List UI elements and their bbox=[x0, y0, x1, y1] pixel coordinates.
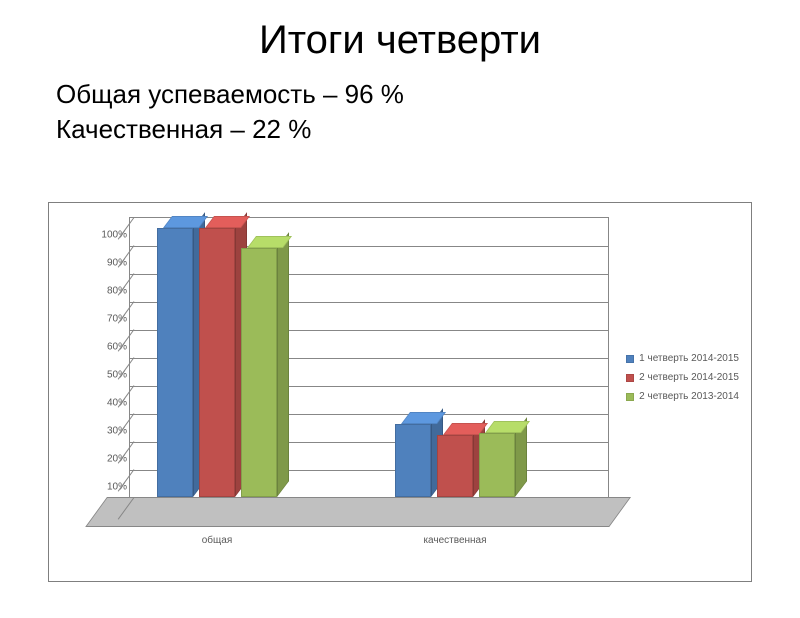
bar bbox=[241, 248, 277, 497]
legend-swatch bbox=[626, 355, 634, 363]
legend-label: 1 четверть 2014-2015 bbox=[639, 353, 739, 364]
x-tick-label: качественная bbox=[423, 535, 486, 546]
bar bbox=[437, 435, 473, 497]
x-tick-label: общая bbox=[202, 535, 233, 546]
legend-item: 2 четверть 2014-2015 bbox=[626, 372, 739, 383]
legend-label: 2 четверть 2014-2015 bbox=[639, 372, 739, 383]
page-title: Итоги четверти bbox=[0, 18, 800, 63]
bar bbox=[157, 228, 193, 497]
legend-swatch bbox=[626, 393, 634, 401]
summary-line-1: Общая успеваемость – 96 % bbox=[56, 79, 800, 110]
legend-label: 2 четверть 2013-2014 bbox=[639, 391, 739, 402]
summary-line-2: Качественная – 22 % bbox=[56, 114, 800, 145]
legend: 1 четверть 2014-2015 2 четверть 2014-2015… bbox=[626, 353, 739, 410]
bars-container bbox=[129, 217, 609, 497]
bar-chart: 0%10%20%30%40%50%60%70%80%90%100% общаяк… bbox=[48, 202, 752, 582]
plot-area bbox=[129, 217, 609, 527]
legend-item: 1 четверть 2014-2015 bbox=[626, 353, 739, 364]
chart-floor bbox=[85, 497, 631, 527]
bar bbox=[199, 228, 235, 497]
legend-swatch bbox=[626, 374, 634, 382]
bar bbox=[479, 433, 515, 497]
legend-item: 2 четверть 2013-2014 bbox=[626, 391, 739, 402]
summary-block: Общая успеваемость – 96 % Качественная –… bbox=[56, 79, 800, 145]
bar bbox=[395, 424, 431, 497]
